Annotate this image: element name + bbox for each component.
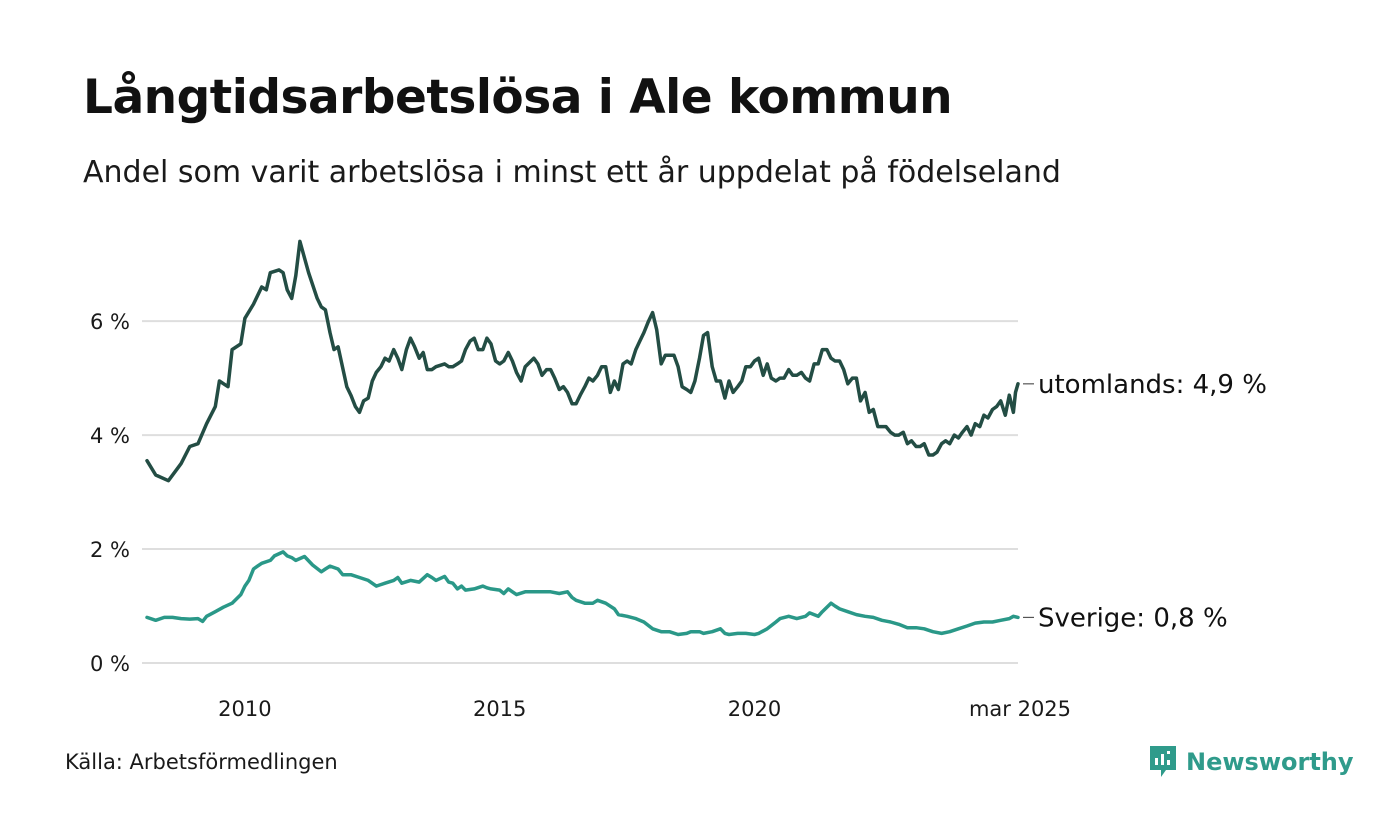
- x-tick-label: 2020: [728, 697, 781, 721]
- x-tick-label: 2015: [473, 697, 526, 721]
- end-labels: utomlands: 4,9 % Sverige: 0,8 %: [1023, 370, 1267, 633]
- chart-title: Långtidsarbetslösa i Ale kommun: [83, 70, 953, 125]
- x-axis: 2010 2015 2020 mar 2025: [218, 697, 1071, 721]
- source-note: Källa: Arbetsförmedlingen: [65, 750, 338, 774]
- x-tick-label: mar 2025: [969, 697, 1071, 721]
- y-tick-label: 0 %: [90, 652, 130, 676]
- y-tick-label: 4 %: [90, 424, 130, 448]
- x-tick-label: 2010: [218, 697, 271, 721]
- y-tick-label: 6 %: [90, 310, 130, 334]
- newsworthy-logo-icon: [1150, 746, 1176, 777]
- y-tick-label: 2 %: [90, 538, 130, 562]
- chart-subtitle: Andel som varit arbetslösa i minst ett å…: [83, 155, 1061, 190]
- end-label-utomlands: utomlands: 4,9 %: [1038, 370, 1267, 400]
- end-label-sverige: Sverige: 0,8 %: [1038, 603, 1228, 633]
- brand-logo: Newsworthy: [1148, 744, 1354, 780]
- series-lines: [145, 239, 1020, 637]
- series-line-sverige: [145, 550, 1020, 637]
- series-line-utomlands: [145, 239, 1020, 483]
- y-axis: 0 % 2 % 4 % 6 %: [90, 310, 130, 676]
- gridlines: [142, 320, 1018, 664]
- brand-name: Newsworthy: [1186, 748, 1354, 776]
